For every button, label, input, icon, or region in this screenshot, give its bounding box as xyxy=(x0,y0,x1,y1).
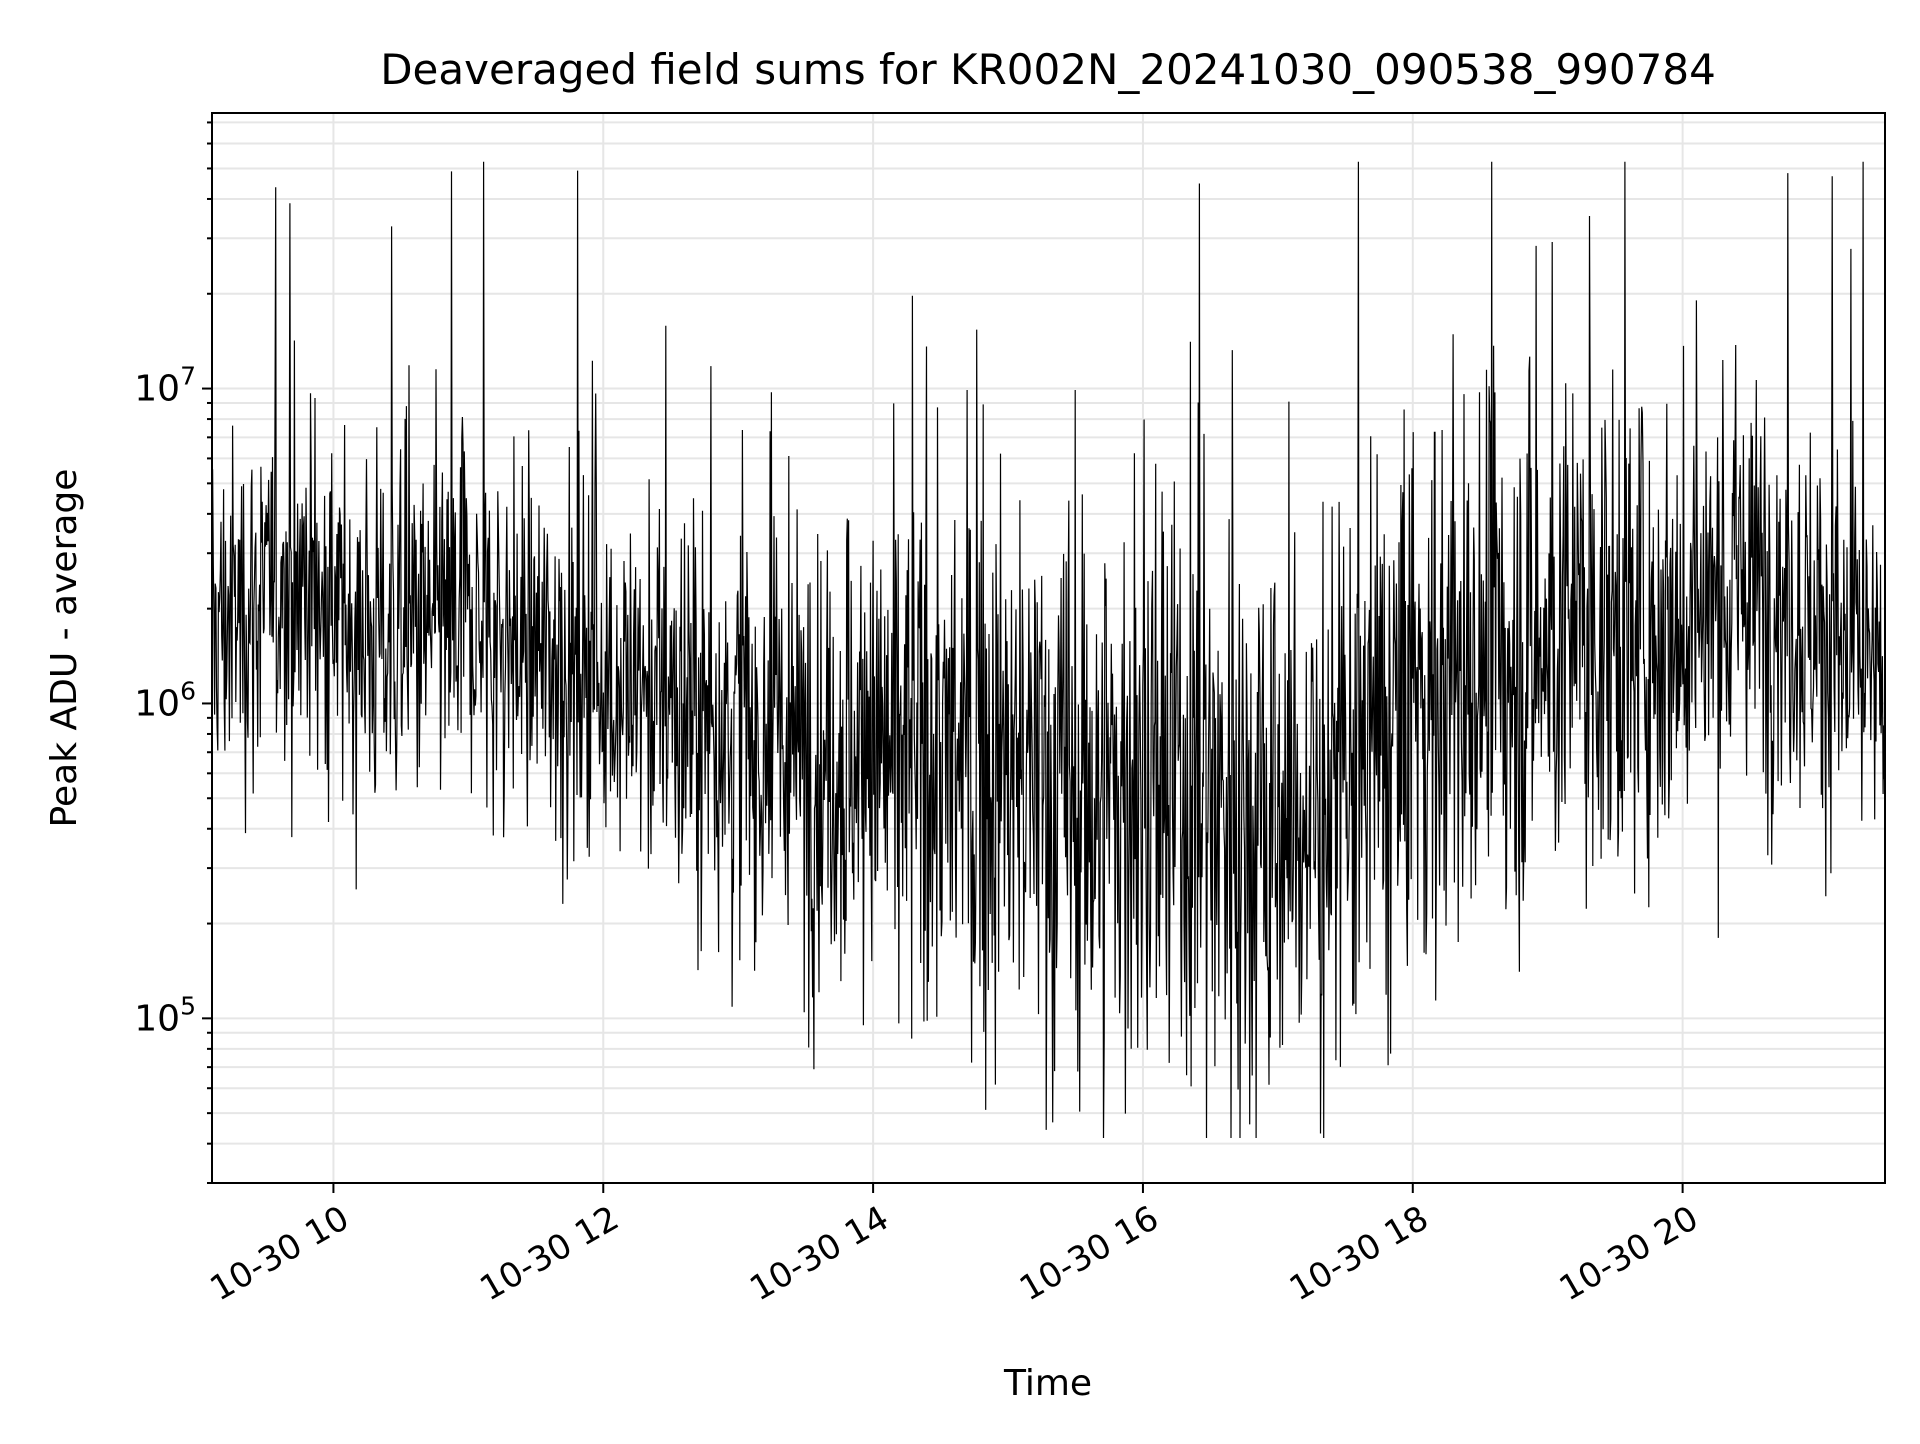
x-axis-label: Time xyxy=(1003,1363,1092,1404)
y-tick-label: 107 xyxy=(134,362,196,410)
plot-frame xyxy=(211,112,1886,1184)
y-tick-label: 106 xyxy=(134,676,196,724)
y-axis-label: Peak ADU - average xyxy=(44,469,85,828)
y-tick-label: 105 xyxy=(134,991,196,1039)
plot-area xyxy=(211,161,1886,1139)
chart-title: Deaveraged field sums for KR002N_2024103… xyxy=(380,45,1716,94)
data-line xyxy=(211,161,1886,1139)
